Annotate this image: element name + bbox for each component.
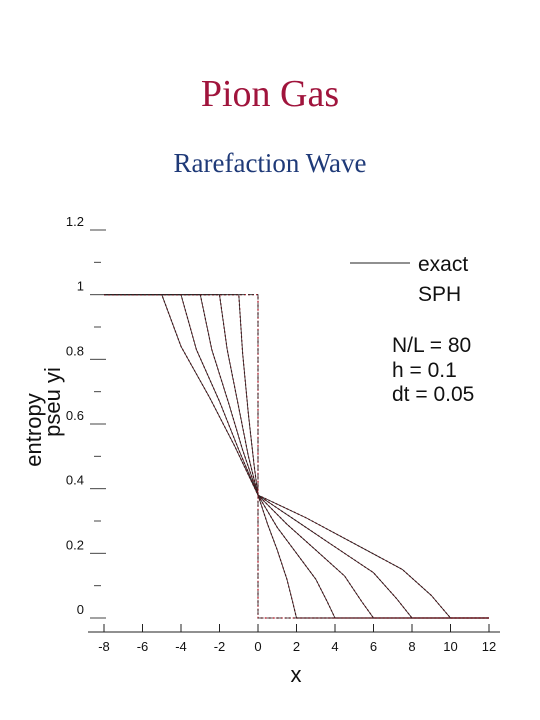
- y-tick-label: 0.4: [66, 473, 84, 488]
- x-tick-label: 10: [443, 639, 457, 654]
- chart-curves: [104, 294, 489, 619]
- chart-axes: [88, 229, 500, 633]
- x-tick-label: -2: [214, 639, 226, 654]
- legend-sph-label: SPH: [418, 283, 461, 306]
- y-tick-label: 0.6: [66, 408, 84, 423]
- x-tick-label: 12: [482, 639, 496, 654]
- y-tick-label: 1: [77, 279, 84, 294]
- x-tick-label: 4: [331, 639, 338, 654]
- y-tick-labels: 0 0.2 0.4 0.6 0.8 1 1.2: [66, 214, 84, 617]
- x-axis-label: x: [291, 662, 302, 687]
- annotation-h: h = 0.1: [392, 359, 457, 382]
- exact-curve: [104, 294, 489, 619]
- y-tick-label: 0.2: [66, 537, 84, 552]
- x-tick-label: -4: [175, 639, 187, 654]
- annotation-nl: N/L = 80: [392, 334, 471, 357]
- legend-exact-label: exact: [418, 253, 468, 276]
- exact-curve: [104, 294, 489, 619]
- y-tick-label: 0: [77, 602, 84, 617]
- y-tick-label: 1.2: [66, 214, 84, 229]
- annotation-dt: dt = 0.05: [392, 383, 474, 406]
- y-axis-label-entropy: entropy: [21, 393, 46, 466]
- x-tick-label: -6: [137, 639, 149, 654]
- x-tick-label: 8: [408, 639, 415, 654]
- page-title: Pion Gas: [200, 73, 340, 115]
- page-subtitle: Rarefaction Wave: [173, 148, 367, 178]
- x-tick-label: 0: [254, 639, 261, 654]
- y-tick-label: 0.8: [66, 343, 84, 358]
- y-axis-label-pseudo: pseu yi: [40, 367, 65, 437]
- x-tick-label: 6: [370, 639, 377, 654]
- x-tick-labels: -8 -6 -4 -2 0 2 4 6 8 10 12: [98, 639, 496, 654]
- exact-curve: [104, 294, 489, 619]
- exact-curve: [104, 294, 489, 619]
- x-tick-label: 2: [293, 639, 300, 654]
- x-tick-label: -8: [98, 639, 110, 654]
- exact-curve: [104, 294, 489, 619]
